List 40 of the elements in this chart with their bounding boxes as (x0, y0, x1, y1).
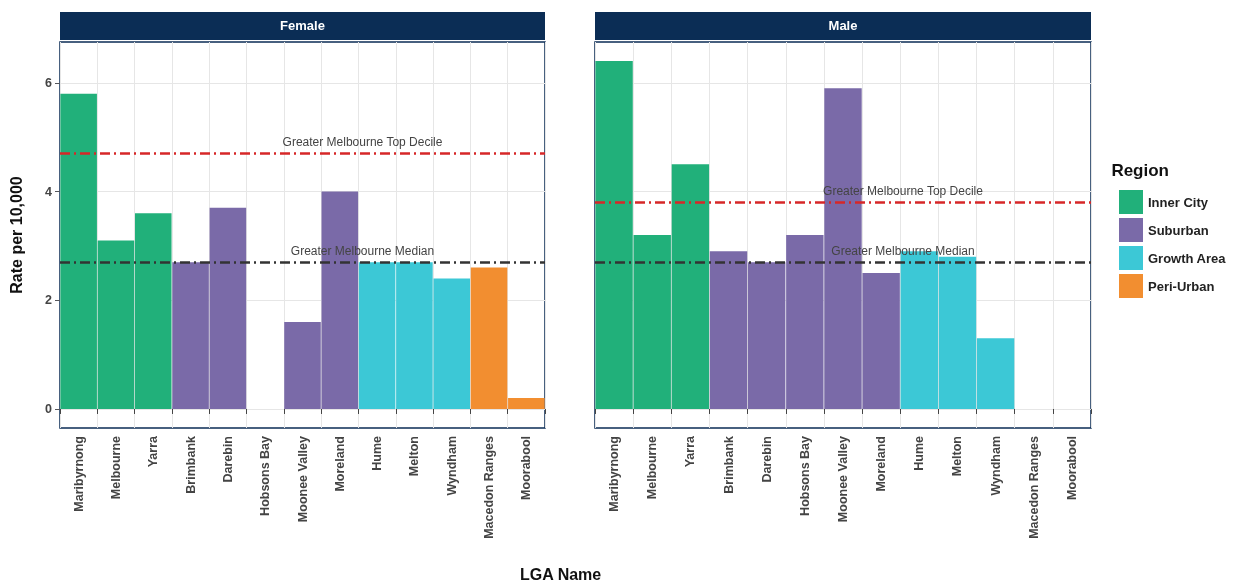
x-tick-label: Wyndham (444, 436, 459, 496)
x-tick-label: Moonee Valley (836, 435, 850, 523)
legend-label: Suburban (1147, 222, 1209, 238)
legend-title: Region (1111, 161, 1169, 180)
x-tick-label: Maribyrnong (71, 436, 86, 512)
x-tick-label: Macedon Ranges (482, 435, 497, 539)
legend-label: Inner City (1147, 194, 1209, 210)
x-tick-label: Maribyrnong (607, 436, 622, 512)
x-tick-label: Moonee Valley (295, 435, 310, 523)
x-tick-label: Melbourne (645, 435, 660, 500)
x-tick-label: Wyndham (988, 436, 1003, 496)
x-tick-label: Yarra (683, 434, 698, 468)
x-tick-label: Moorabool (519, 436, 534, 500)
x-tick-label: Darebin (759, 436, 774, 483)
legend-label: Peri-Urban (1147, 278, 1215, 294)
x-tick-label: Moreland (874, 436, 889, 492)
chart-title: Male (828, 18, 858, 33)
x-tick-label: Yarra (146, 434, 161, 468)
x-tick-label: Darebin (220, 436, 235, 483)
x-tick-label: Moorabool (1064, 436, 1079, 500)
x-tick-label: Brimbank (721, 435, 736, 494)
chart-title: Female (280, 18, 325, 33)
x-tick-label: Melton (950, 436, 965, 477)
x-tick-label: Melton (407, 436, 422, 477)
y-axis-title: Rate per 10,000 (7, 176, 25, 294)
y-tick-label: 6 (45, 75, 53, 90)
x-tick-label: Macedon Ranges (1026, 435, 1041, 539)
x-tick-label: Hobsons Bay (797, 435, 812, 516)
y-tick-label: 2 (45, 293, 53, 308)
y-tick-label: 4 (45, 184, 53, 199)
x-tick-label: Brimbank (183, 435, 198, 494)
x-tick-label: Hume (370, 435, 385, 471)
x-axis-title: LGA Name (520, 565, 602, 583)
y-tick-label: 0 (45, 401, 53, 416)
x-tick-label: Hobsons Bay (258, 435, 273, 516)
legend-label: Growth Area (1147, 250, 1227, 266)
x-tick-label: Hume (912, 435, 927, 471)
x-tick-label: Moreland (332, 436, 347, 492)
ref-line-label: Greater Melbourne Top Decile (282, 135, 443, 150)
x-tick-label: Melbourne (108, 435, 123, 500)
